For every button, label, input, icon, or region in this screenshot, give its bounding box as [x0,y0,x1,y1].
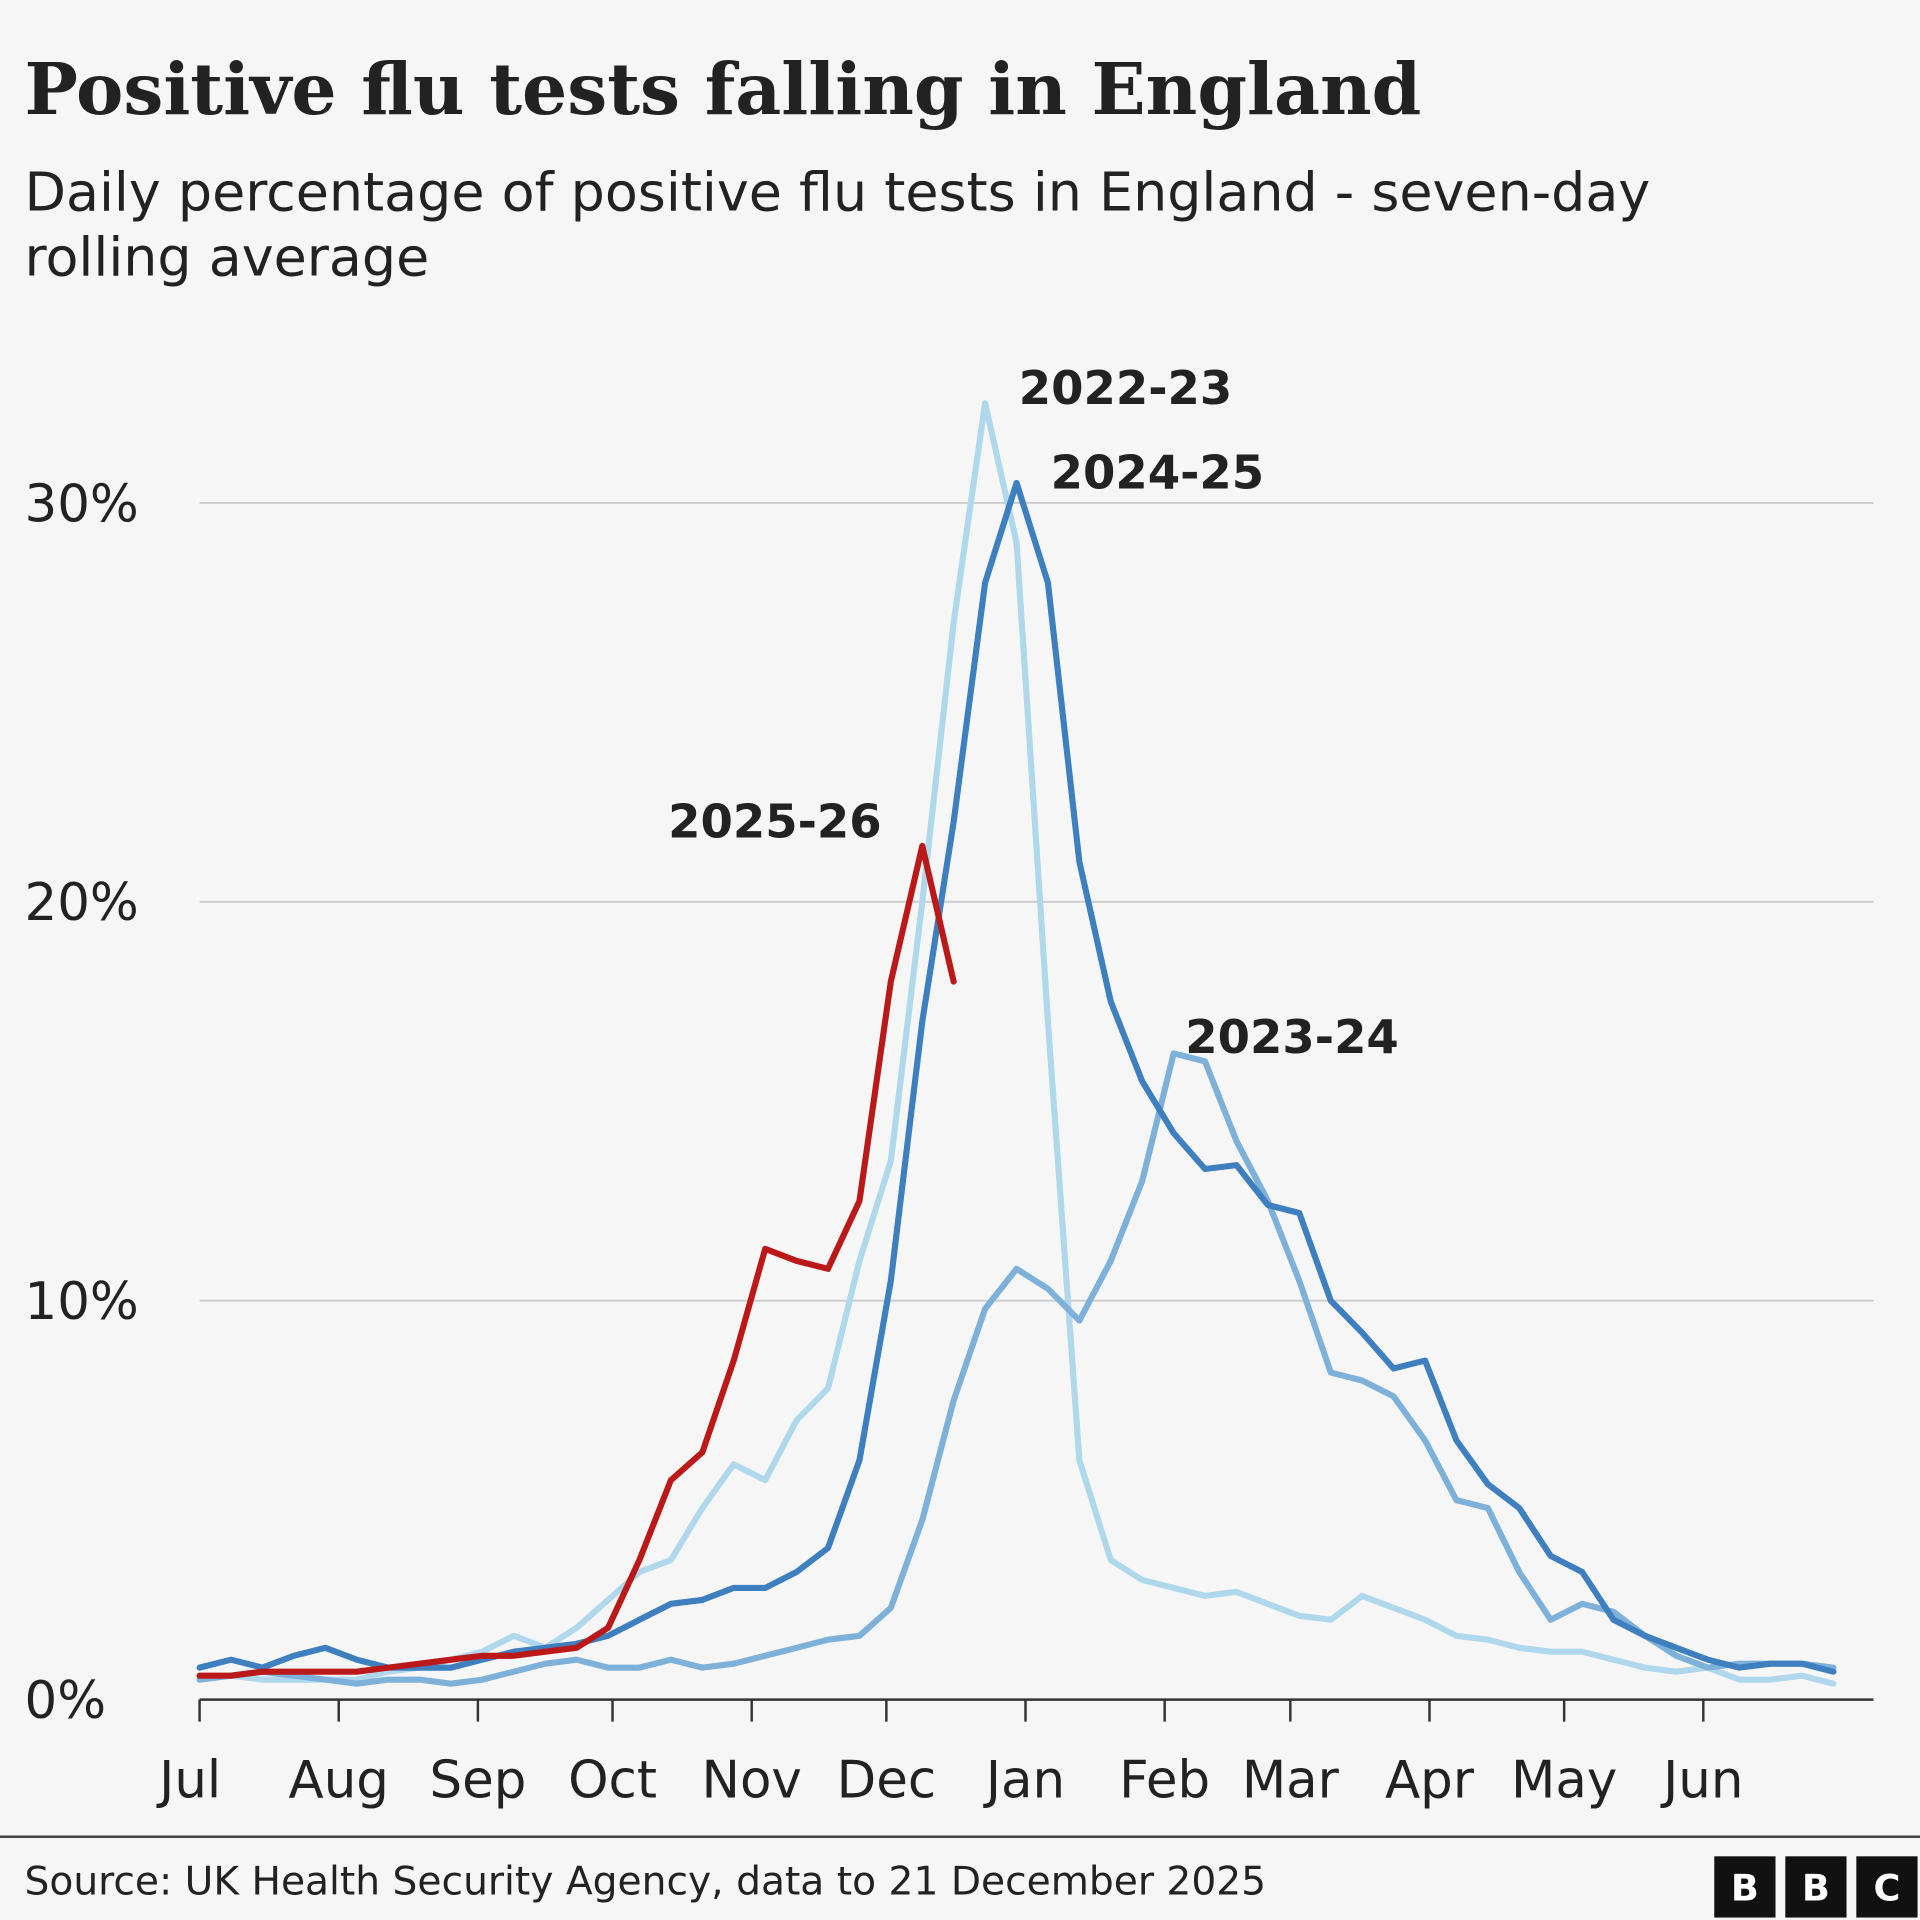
series-line [196,842,957,1679]
logo-block [1856,1856,1918,1918]
chart-subtitle: rolling average [24,226,429,289]
x-tick-label: Mar [1242,1751,1340,1811]
chart-subtitle: Daily percentage of positive flu tests i… [24,161,1650,224]
y-tick-label: 10% [24,1272,138,1332]
source: Source: UK Health Security Agency, data … [24,1859,1266,1904]
x-tick-label: Jul [156,1751,221,1811]
logo-block [1785,1856,1847,1918]
y-tick-label: 0% [24,1671,106,1731]
x-tick-label: Apr [1385,1751,1475,1811]
x-tick-label: Sep [429,1751,526,1811]
y-tick-label: 30% [24,474,138,534]
series-label: 2024-25 [1051,446,1265,500]
series-line [196,1050,1837,1687]
x-tick-label: May [1511,1751,1617,1811]
y-tick-label: 20% [24,873,138,933]
chart-title: Positive flu tests falling in England [24,47,1421,131]
x-tick-label: Jun [1660,1751,1743,1811]
x-tick-label: Aug [289,1751,389,1811]
logo-block [1714,1856,1776,1918]
x-tick-label: Feb [1119,1751,1210,1811]
series-label: 2022-23 [1019,361,1233,415]
x-tick-label: Nov [702,1751,802,1811]
x-tick-label: Oct [568,1751,657,1811]
logo-letter: C [1873,1866,1900,1909]
x-tick-label: Jan [983,1751,1065,1811]
logo-letter: B [1802,1866,1830,1909]
series-line [196,479,1837,1675]
x-tick-label: Dec [837,1751,936,1811]
series-label: 2023-24 [1185,1010,1399,1064]
series-label: 2025-26 [668,795,882,849]
logo-letter: B [1731,1866,1759,1909]
